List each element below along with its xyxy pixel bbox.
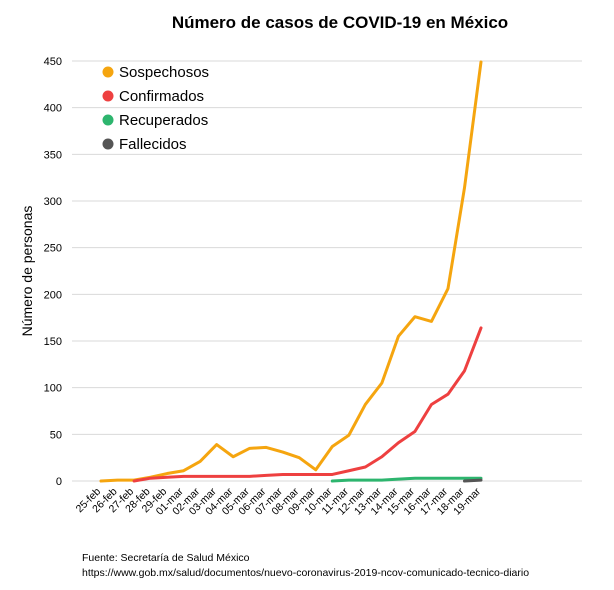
series-line-fallecidos bbox=[462, 478, 483, 483]
legend-label: Recuperados bbox=[119, 112, 208, 129]
y-tick-label: 200 bbox=[44, 289, 62, 301]
y-tick-label: 50 bbox=[50, 429, 62, 441]
y-tick-label: 100 bbox=[44, 383, 62, 395]
legend-label: Fallecidos bbox=[119, 136, 187, 153]
series-line-sospechosos bbox=[99, 60, 483, 483]
series-sospechosos bbox=[99, 60, 483, 483]
legend-item-fallecidos: Fallecidos bbox=[102, 136, 187, 153]
y-tick-label: 300 bbox=[44, 196, 62, 208]
legend-marker bbox=[102, 138, 114, 150]
y-tick-labels: 0 50 100 150 200 250 300 350 400 450 bbox=[44, 56, 62, 488]
series-recuperados bbox=[330, 476, 483, 483]
y-tick-label: 450 bbox=[44, 56, 62, 68]
series-line-confirmados bbox=[132, 326, 483, 483]
y-tick-label: 400 bbox=[44, 103, 62, 115]
y-tick-label: 150 bbox=[44, 336, 62, 348]
legend-label: Sospechosos bbox=[119, 64, 209, 81]
series-confirmados bbox=[132, 326, 483, 483]
source-url: https://www.gob.mx/salud/documentos/nuev… bbox=[82, 567, 530, 579]
grid-layer bbox=[72, 60, 582, 482]
chart-svg: Número de casos de COVID-19 en México Nú… bbox=[19, 13, 582, 518]
legend-item-sospechosos: Sospechosos bbox=[102, 64, 209, 81]
legend-label: Confirmados bbox=[119, 88, 204, 105]
y-tick-label: 350 bbox=[44, 149, 62, 161]
series-fallecidos bbox=[462, 478, 483, 483]
series-layer bbox=[99, 60, 483, 483]
x-tick-labels: 25-feb26-feb27-feb28-feb29-feb01-mar02-m… bbox=[74, 485, 484, 517]
chart-title: Número de casos de COVID-19 en México bbox=[172, 13, 508, 32]
y-tick-label: 250 bbox=[44, 243, 62, 255]
legend-item-recuperados: Recuperados bbox=[102, 112, 208, 129]
source-caption: Fuente: Secretaría de Salud México bbox=[82, 552, 250, 564]
legend-marker bbox=[102, 66, 114, 78]
legend-marker bbox=[102, 90, 114, 102]
legend-item-confirmados: Confirmados bbox=[102, 88, 204, 105]
y-tick-label: 0 bbox=[56, 476, 62, 488]
y-axis-label: Número de personas bbox=[19, 206, 35, 337]
legend: Sospechosos Confirmados Recuperados Falleci… bbox=[102, 64, 209, 153]
series-line-recuperados bbox=[330, 476, 483, 483]
legend-marker bbox=[102, 114, 114, 126]
